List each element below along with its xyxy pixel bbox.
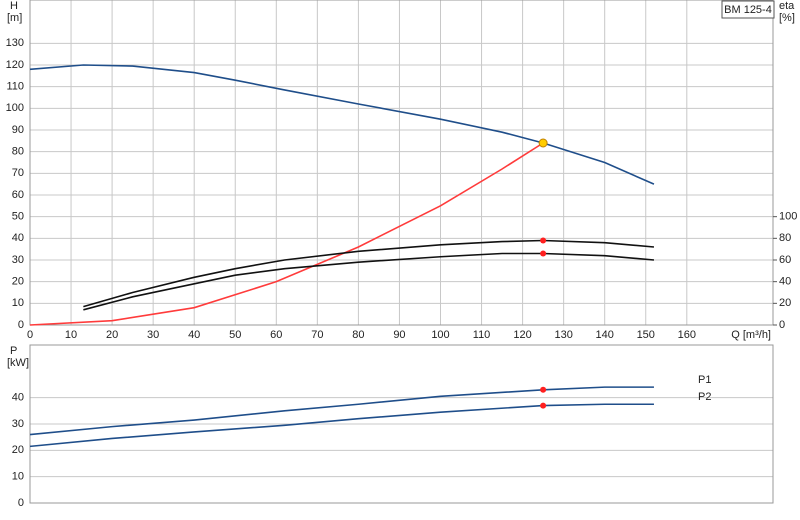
x-tick-label: 70	[311, 329, 323, 341]
x-tick-label: 0	[27, 329, 33, 341]
y2-axis-label: eta	[779, 0, 795, 12]
y2-tick-label: 80	[779, 232, 791, 244]
series-label: P2	[698, 391, 711, 403]
y-tick-label: 130	[6, 37, 24, 49]
plot-frame	[29, 344, 774, 504]
operating-point	[540, 402, 547, 409]
y-axis-unit: [m]	[7, 12, 22, 24]
badge: BM 125-4	[724, 4, 772, 16]
x-tick-label: 160	[678, 329, 696, 341]
y-tick-label: 20	[12, 276, 24, 288]
series-line	[83, 239, 655, 308]
y-tick-label: 110	[6, 81, 24, 93]
y2-axis-unit: [%]	[779, 12, 795, 24]
x-tick-label: 10	[65, 329, 77, 341]
y2-tick-label: 100	[779, 211, 797, 223]
y-axis-label: P	[10, 345, 17, 357]
y-axis-unit: [kW]	[7, 357, 29, 369]
y-tick-label: 70	[12, 167, 24, 179]
x-tick-label: 120	[513, 329, 531, 341]
y2-tick-label: 40	[779, 276, 791, 288]
y-tick-label: 10	[12, 297, 24, 309]
y-axis-label: H	[10, 0, 18, 12]
y2-tick-label: 0	[779, 319, 785, 331]
series-line	[29, 386, 654, 436]
x-tick-label: 60	[270, 329, 282, 341]
y-tick-label: 120	[6, 59, 24, 71]
y-tick-label: 30	[12, 254, 24, 266]
operating-point	[540, 386, 547, 393]
x-tick-label: 20	[106, 329, 118, 341]
x-axis-label: Q [m³/h]	[731, 329, 771, 341]
y-tick-label: 30	[12, 418, 24, 430]
operating-point	[540, 237, 547, 244]
y-tick-label: 0	[18, 497, 24, 509]
y-tick-label: 50	[12, 211, 24, 223]
x-tick-label: 40	[188, 329, 200, 341]
operating-point	[540, 250, 547, 257]
operating-point	[538, 138, 548, 148]
series-label: P1	[698, 374, 711, 386]
x-tick-label: 80	[352, 329, 364, 341]
y-tick-label: 0	[18, 319, 24, 331]
plot-frame	[29, 0, 774, 326]
series-line	[83, 252, 655, 311]
y2-tick-label: 20	[779, 297, 791, 309]
x-tick-label: 140	[596, 329, 614, 341]
x-tick-label: 150	[637, 329, 655, 341]
x-tick-label: 130	[554, 329, 572, 341]
y-tick-label: 100	[6, 102, 24, 114]
series-line	[29, 64, 655, 185]
x-tick-label: 30	[147, 329, 159, 341]
y2-tick-label: 60	[779, 254, 791, 266]
y-tick-label: 90	[12, 124, 24, 136]
y-tick-label: 80	[12, 146, 24, 158]
series-line	[29, 142, 544, 326]
y-tick-label: 60	[12, 189, 24, 201]
y-tick-label: 10	[12, 471, 24, 483]
y-tick-label: 40	[12, 232, 24, 244]
y-tick-label: 40	[12, 392, 24, 404]
y-tick-label: 20	[12, 444, 24, 456]
x-tick-label: 110	[473, 329, 491, 341]
series-line	[29, 403, 654, 448]
x-tick-label: 50	[229, 329, 241, 341]
x-tick-label: 90	[393, 329, 405, 341]
x-tick-label: 100	[431, 329, 449, 341]
badge-box	[721, 0, 775, 19]
